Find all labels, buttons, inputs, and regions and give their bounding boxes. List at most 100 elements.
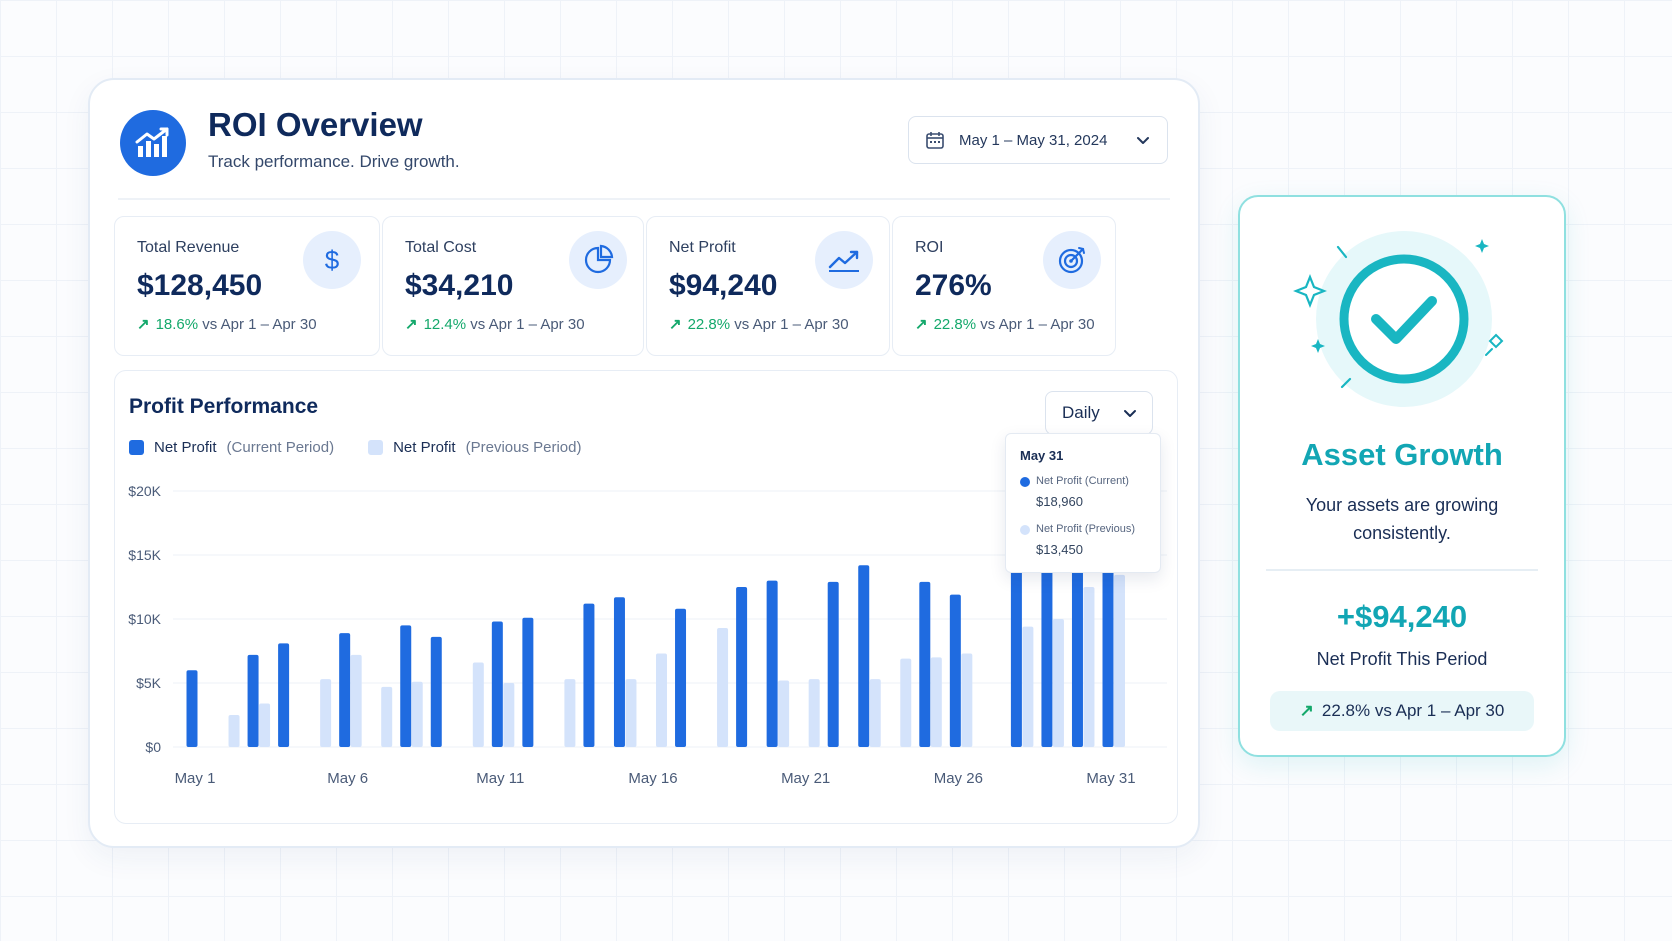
- legend-current-qualifier: (Current Period): [226, 439, 335, 456]
- kpi-value: $128,450: [137, 269, 263, 302]
- kpi-value: 276%: [915, 269, 992, 302]
- bar-previous[interactable]: [930, 657, 942, 747]
- bar-previous[interactable]: [778, 680, 790, 747]
- page-title: ROI Overview: [208, 106, 423, 143]
- bar-current[interactable]: [583, 603, 595, 747]
- bar-current[interactable]: [339, 633, 351, 747]
- arrow-up-right-icon: ↗: [405, 316, 418, 333]
- tooltip-date: May 31: [1020, 448, 1064, 463]
- bar-previous[interactable]: [1083, 587, 1095, 747]
- bar-current[interactable]: [858, 565, 870, 747]
- x-tick-label: May 21: [781, 770, 830, 787]
- bar-current[interactable]: [766, 580, 778, 747]
- granularity-label: Daily: [1062, 403, 1100, 422]
- bar-previous[interactable]: [1022, 626, 1034, 747]
- kpi-roi[interactable]: ROI 276% ↗ 22.8% vs Apr 1 – Apr 30: [892, 216, 1116, 356]
- bar-current[interactable]: [919, 581, 931, 747]
- kpi-label: ROI: [915, 239, 944, 256]
- arrow-up-right-icon: ↗: [669, 316, 682, 333]
- kpi-label: Net Profit: [669, 239, 736, 256]
- asset-growth-card: Asset Growth Your assets are growing con…: [1238, 195, 1566, 757]
- chart-title: Profit Performance: [129, 395, 319, 418]
- bar-current[interactable]: [949, 594, 961, 747]
- bar-current[interactable]: [736, 587, 748, 747]
- trend-up-icon: [815, 231, 873, 289]
- bar-current[interactable]: [491, 621, 503, 747]
- granularity-select[interactable]: Daily: [1045, 391, 1153, 435]
- arrow-up-right-icon: ↗: [137, 316, 150, 333]
- profit-performance-panel: $0 $5K $10K $15K $20K May 1 May 6 May 11 May 16 M…: [114, 370, 1178, 824]
- legend-current[interactable]: Net Profit (Current Period): [129, 439, 334, 456]
- kpi-change-pct: 22.8%: [687, 316, 731, 333]
- y-tick-label: $10K: [128, 611, 161, 627]
- date-range-picker[interactable]: May 1 – May 31, 2024: [908, 116, 1168, 164]
- bar-current[interactable]: [278, 643, 290, 747]
- tooltip-current-value: $18,960: [1036, 494, 1083, 509]
- bar-previous[interactable]: [411, 681, 423, 747]
- bar-current[interactable]: [186, 670, 198, 747]
- bar-previous[interactable]: [564, 679, 576, 747]
- asset-growth-description: Your assets are growing consistently.: [1305, 495, 1499, 543]
- bar-current[interactable]: [400, 625, 412, 747]
- kpi-value: $34,210: [405, 269, 514, 302]
- bar-previous[interactable]: [717, 627, 729, 747]
- bar-current[interactable]: [247, 654, 259, 747]
- tooltip-previous-label: Net Profit (Previous): [1036, 523, 1136, 535]
- asset-growth-change-badge: ↗ 22.8% vs Apr 1 – Apr 30: [1270, 691, 1534, 731]
- legend-current-name: Net Profit: [154, 439, 217, 456]
- bar-current[interactable]: [827, 581, 839, 747]
- bar-previous[interactable]: [656, 653, 667, 747]
- kpi-change-pct: 22.8%: [933, 316, 977, 333]
- chart-tooltip: May 31 Net Profit (Current) $18,960 Net …: [1005, 433, 1161, 573]
- bar-previous[interactable]: [625, 679, 637, 747]
- check-circle-icon: [1293, 231, 1504, 407]
- target-icon: [1043, 231, 1101, 289]
- kpi-label: Total Cost: [405, 239, 477, 256]
- bar-previous[interactable]: [320, 679, 332, 747]
- bar-previous[interactable]: [961, 653, 973, 747]
- kpi-net-profit[interactable]: Net Profit $94,240 ↗ 22.8% vs Apr 1 – Apr…: [646, 216, 890, 356]
- bar-previous[interactable]: [869, 679, 881, 747]
- header-divider: [118, 198, 1170, 200]
- kpi-value: $94,240: [669, 269, 778, 302]
- asset-growth-title: Asset Growth: [1301, 437, 1503, 472]
- kpi-total-cost[interactable]: Total Cost $34,210 ↗ 12.4% vs Apr 1 – Apr…: [382, 216, 644, 356]
- chevron-down-icon: [1124, 410, 1136, 417]
- asset-growth-amount: +$94,240: [1336, 599, 1468, 634]
- x-tick-label: May 26: [934, 770, 983, 787]
- chart-legend: Net Profit (Current Period) Net Profit (Pr…: [129, 439, 582, 456]
- asset-growth-amount-label: Net Profit This Period: [1316, 649, 1488, 669]
- bar-current[interactable]: [1041, 516, 1053, 747]
- kpi-change: ↗ 22.8% vs Apr 1 – Apr 30: [669, 315, 849, 333]
- bar-current[interactable]: [522, 617, 534, 747]
- bar-previous[interactable]: [503, 683, 515, 747]
- bar-current[interactable]: [675, 608, 687, 747]
- x-tick-label: May 6: [327, 770, 368, 787]
- bar-previous[interactable]: [472, 662, 484, 747]
- kpi-total-revenue[interactable]: Total Revenue $128,450 ↗ 18.6% vs Apr 1 –…: [114, 216, 380, 356]
- kpi-compare: vs Apr 1 – Apr 30: [980, 316, 1095, 333]
- kpi-change: ↗ 22.8% vs Apr 1 – Apr 30: [915, 315, 1095, 333]
- bar-chart-growth-icon: [120, 110, 186, 176]
- date-range-label: May 1 – May 31, 2024: [959, 131, 1108, 149]
- bar-previous[interactable]: [350, 654, 362, 747]
- kpi-change: ↗ 18.6% vs Apr 1 – Apr 30: [137, 315, 317, 333]
- kpi-compare: vs Apr 1 – Apr 30: [734, 316, 849, 333]
- y-tick-label: $5K: [136, 675, 162, 691]
- bar-previous[interactable]: [1114, 574, 1125, 747]
- bar-previous[interactable]: [228, 715, 240, 747]
- bar-current[interactable]: [430, 636, 442, 747]
- chevron-down-icon: [1137, 137, 1149, 144]
- asset-growth-divider: [1266, 569, 1538, 571]
- calendar-icon: [926, 132, 944, 149]
- bar-previous[interactable]: [381, 686, 393, 747]
- bar-current[interactable]: [1010, 542, 1022, 747]
- bar-previous[interactable]: [900, 658, 912, 747]
- bar-previous[interactable]: [1052, 619, 1064, 747]
- bar-previous[interactable]: [808, 679, 820, 747]
- legend-previous-name: Net Profit: [393, 439, 456, 456]
- bar-previous[interactable]: [259, 703, 271, 747]
- legend-previous[interactable]: Net Profit (Previous Period): [368, 439, 582, 456]
- bar-current[interactable]: [613, 597, 625, 747]
- tooltip-previous-value: $13,450: [1036, 542, 1083, 557]
